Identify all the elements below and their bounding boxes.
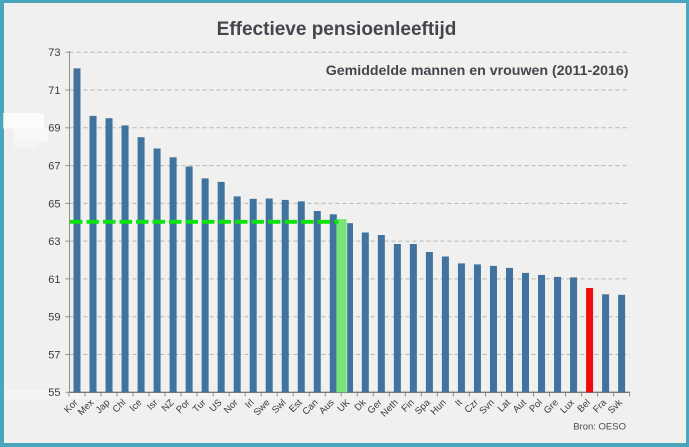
svg-text:Aut: Aut <box>511 397 529 415</box>
svg-text:67: 67 <box>48 161 60 173</box>
svg-text:NZ: NZ <box>160 397 177 414</box>
svg-text:Nor: Nor <box>222 397 241 416</box>
svg-text:US: US <box>207 397 224 414</box>
svg-text:Neth: Neth <box>379 397 401 419</box>
svg-text:Isr: Isr <box>145 397 160 412</box>
svg-text:Fin: Fin <box>400 397 417 414</box>
svg-text:Svk: Svk <box>606 397 625 416</box>
svg-text:65: 65 <box>48 198 60 210</box>
svg-text:63: 63 <box>48 236 60 248</box>
svg-text:Pol: Pol <box>527 397 544 414</box>
svg-text:69: 69 <box>48 123 60 135</box>
svg-text:Tur: Tur <box>191 397 209 415</box>
svg-text:Chl: Chl <box>111 397 129 415</box>
svg-text:Fra: Fra <box>591 397 609 415</box>
svg-text:Lat: Lat <box>496 397 513 414</box>
svg-text:Aus: Aus <box>317 397 337 417</box>
svg-text:UK: UK <box>336 397 354 415</box>
svg-text:73: 73 <box>48 47 60 59</box>
svg-text:Svn: Svn <box>477 397 496 416</box>
svg-text:Ice: Ice <box>128 397 145 414</box>
svg-text:57: 57 <box>48 349 60 361</box>
svg-text:Gre: Gre <box>542 397 561 416</box>
svg-text:Swl: Swl <box>270 397 289 416</box>
svg-text:Dk: Dk <box>353 397 369 413</box>
svg-text:55: 55 <box>48 387 60 399</box>
svg-text:Effectieve pensioenleeftijd: Effectieve pensioenleeftijd <box>217 19 457 40</box>
svg-text:It: It <box>453 397 465 409</box>
svg-text:71: 71 <box>48 85 60 97</box>
svg-text:Gemiddelde mannen en vrouwen (: Gemiddelde mannen en vrouwen (2011-2016) <box>326 63 629 79</box>
svg-text:Jap: Jap <box>94 397 113 416</box>
svg-text:Bel: Bel <box>575 397 592 414</box>
svg-text:Hun: Hun <box>429 397 449 417</box>
svg-text:Por: Por <box>174 397 192 415</box>
svg-text:Bron: OESO: Bron: OESO <box>573 422 626 433</box>
svg-text:61: 61 <box>48 274 60 286</box>
svg-text:Lux: Lux <box>558 397 577 416</box>
svg-text:Czr: Czr <box>463 397 481 415</box>
svg-text:59: 59 <box>48 312 60 324</box>
